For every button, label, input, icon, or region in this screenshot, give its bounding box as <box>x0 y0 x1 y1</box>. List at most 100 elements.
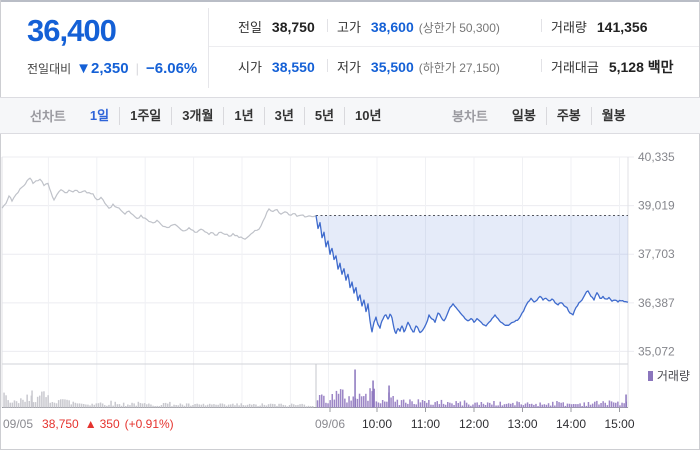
stat-prev-close: 전일 38,750 <box>238 17 315 36</box>
volume-bar-prev-day <box>175 405 177 408</box>
volume-bar-prev-day <box>202 403 205 408</box>
volume-bar-current-day <box>528 404 531 408</box>
volume-bar-prev-day <box>89 405 91 408</box>
volume-bar-current-day <box>543 404 546 408</box>
volume-spike-bar <box>388 385 390 408</box>
volume-bar-current-day <box>623 403 625 408</box>
volume-bar-prev-day <box>55 403 58 408</box>
volume-bar-current-day <box>331 394 333 408</box>
x-axis-time-label: 11:00 <box>411 417 440 431</box>
volume-bar-current-day <box>499 401 501 408</box>
volume-bar-prev-day <box>185 403 188 408</box>
volume-bar-current-day <box>610 401 613 408</box>
volume-legend-swatch-icon <box>647 370 653 381</box>
y-axis-label: 37,703 <box>638 247 675 261</box>
volume-bar-current-day <box>549 405 552 408</box>
volume-bar-current-day <box>489 402 491 408</box>
volume-bar-current-day <box>615 402 617 408</box>
volume-bar-current-day <box>604 402 606 408</box>
line-chart-group-label[interactable]: 선차트 <box>30 109 66 124</box>
prev-close-value: 38,750 <box>42 417 79 431</box>
tab-1day[interactable]: 1일 <box>89 107 110 123</box>
volume-bar-prev-day <box>213 404 215 408</box>
tab-5year[interactable]: 5년 <box>303 106 344 125</box>
volume-bar-prev-day <box>238 405 240 408</box>
volume-bar-prev-day <box>280 403 282 408</box>
volume-bar-current-day <box>612 402 615 408</box>
volume-bar-current-day <box>583 402 585 408</box>
volume-bar-current-day <box>358 393 361 408</box>
volume-bar-prev-day <box>230 404 232 408</box>
volume-bar-current-day <box>482 403 485 408</box>
volume-bar-current-day <box>539 402 541 408</box>
tab-monthly-candle[interactable]: 월봉 <box>590 106 636 125</box>
tab-1week[interactable]: 1주일 <box>119 106 171 125</box>
change-label: 전일대비 <box>27 62 72 76</box>
tab-daily-candle[interactable]: 일봉 <box>511 107 536 123</box>
volume-bar-current-day <box>371 391 373 408</box>
volume-bar-prev-day <box>234 405 236 408</box>
volume-bar-current-day <box>463 400 466 408</box>
header-vertical-divider <box>208 8 209 88</box>
stat-low: 저가 35,500 (하한가 27,150) <box>327 57 500 76</box>
volume-bar-prev-day <box>101 403 104 408</box>
volume-bar-prev-day <box>215 404 217 408</box>
volume-bar-prev-day <box>114 401 116 408</box>
volume-bar-current-day <box>560 402 562 408</box>
change-arrow-down-icon: ▼ <box>76 60 92 77</box>
volume-bar-current-day <box>318 395 321 408</box>
volume-bar-prev-day <box>150 404 152 408</box>
volume-bar-current-day <box>526 402 529 408</box>
volume-bar-current-day <box>405 402 407 408</box>
volume-bar-current-day <box>533 404 535 408</box>
volume-bar-prev-day <box>43 391 45 408</box>
volume-bar-prev-day <box>206 404 209 408</box>
stat-amount: 거래대금 5,128 백만 <box>541 57 674 77</box>
tab-1year[interactable]: 1년 <box>223 106 263 125</box>
line-chart-tab-group: 선차트 1일 1주일 3개월 1년 3년 5년 10년 <box>30 98 391 133</box>
volume-bar-current-day <box>333 399 336 408</box>
tab-3year[interactable]: 3년 <box>263 106 304 125</box>
tab-10year[interactable]: 10년 <box>344 106 391 125</box>
volume-bar-current-day <box>577 404 579 408</box>
volume-bar-prev-day <box>97 403 100 408</box>
volume-bar-current-day <box>621 402 623 408</box>
volume-bar-prev-day <box>116 404 119 408</box>
volume-bar-prev-day <box>305 406 308 408</box>
volume-bar-prev-day <box>223 404 226 408</box>
volume-bar-prev-day <box>158 406 161 408</box>
volume-bar-prev-day <box>66 399 68 408</box>
volume-bar-prev-day <box>127 404 129 408</box>
volume-bar-prev-day <box>255 404 257 408</box>
volume-bar-prev-day <box>125 406 127 408</box>
volume-bar-prev-day <box>17 403 20 408</box>
volume-bar-prev-day <box>95 403 98 408</box>
volume-bar-current-day <box>537 406 539 408</box>
tab-3month[interactable]: 3개월 <box>171 106 223 125</box>
volume-bar-current-day <box>566 403 569 408</box>
stat-label: 거래대금 <box>551 60 599 75</box>
volume-bar-prev-day <box>131 402 133 408</box>
volume-bar-prev-day <box>227 404 230 408</box>
stat-label: 거래량 <box>551 20 587 35</box>
volume-bar-current-day <box>486 402 489 408</box>
volume-bar-prev-day <box>312 406 314 408</box>
volume-bar-prev-day <box>246 404 249 408</box>
volume-bar-prev-day <box>236 403 238 408</box>
header-horizontal-divider <box>209 46 699 47</box>
prev-day-quote-footer: 09/05 38,750 ▲ 350 (+0.91%) <box>3 417 174 431</box>
volume-bar-current-day <box>329 400 331 408</box>
volume-bar-current-day <box>514 405 516 408</box>
volume-bar-current-day <box>602 401 604 408</box>
volume-bar-current-day <box>339 389 342 408</box>
volume-bar-current-day <box>598 404 600 408</box>
volume-bar-current-day <box>585 405 588 408</box>
volume-bar-prev-day <box>295 405 297 408</box>
volume-bar-current-day <box>407 403 409 408</box>
candle-chart-group-label[interactable]: 봉차트 <box>452 109 488 124</box>
volume-bar-prev-day <box>190 405 192 408</box>
volume-bar-prev-day <box>232 403 234 408</box>
stat-label: 전일 <box>238 20 262 35</box>
volume-bar-prev-day <box>297 404 299 408</box>
tab-weekly-candle[interactable]: 주봉 <box>545 106 591 125</box>
